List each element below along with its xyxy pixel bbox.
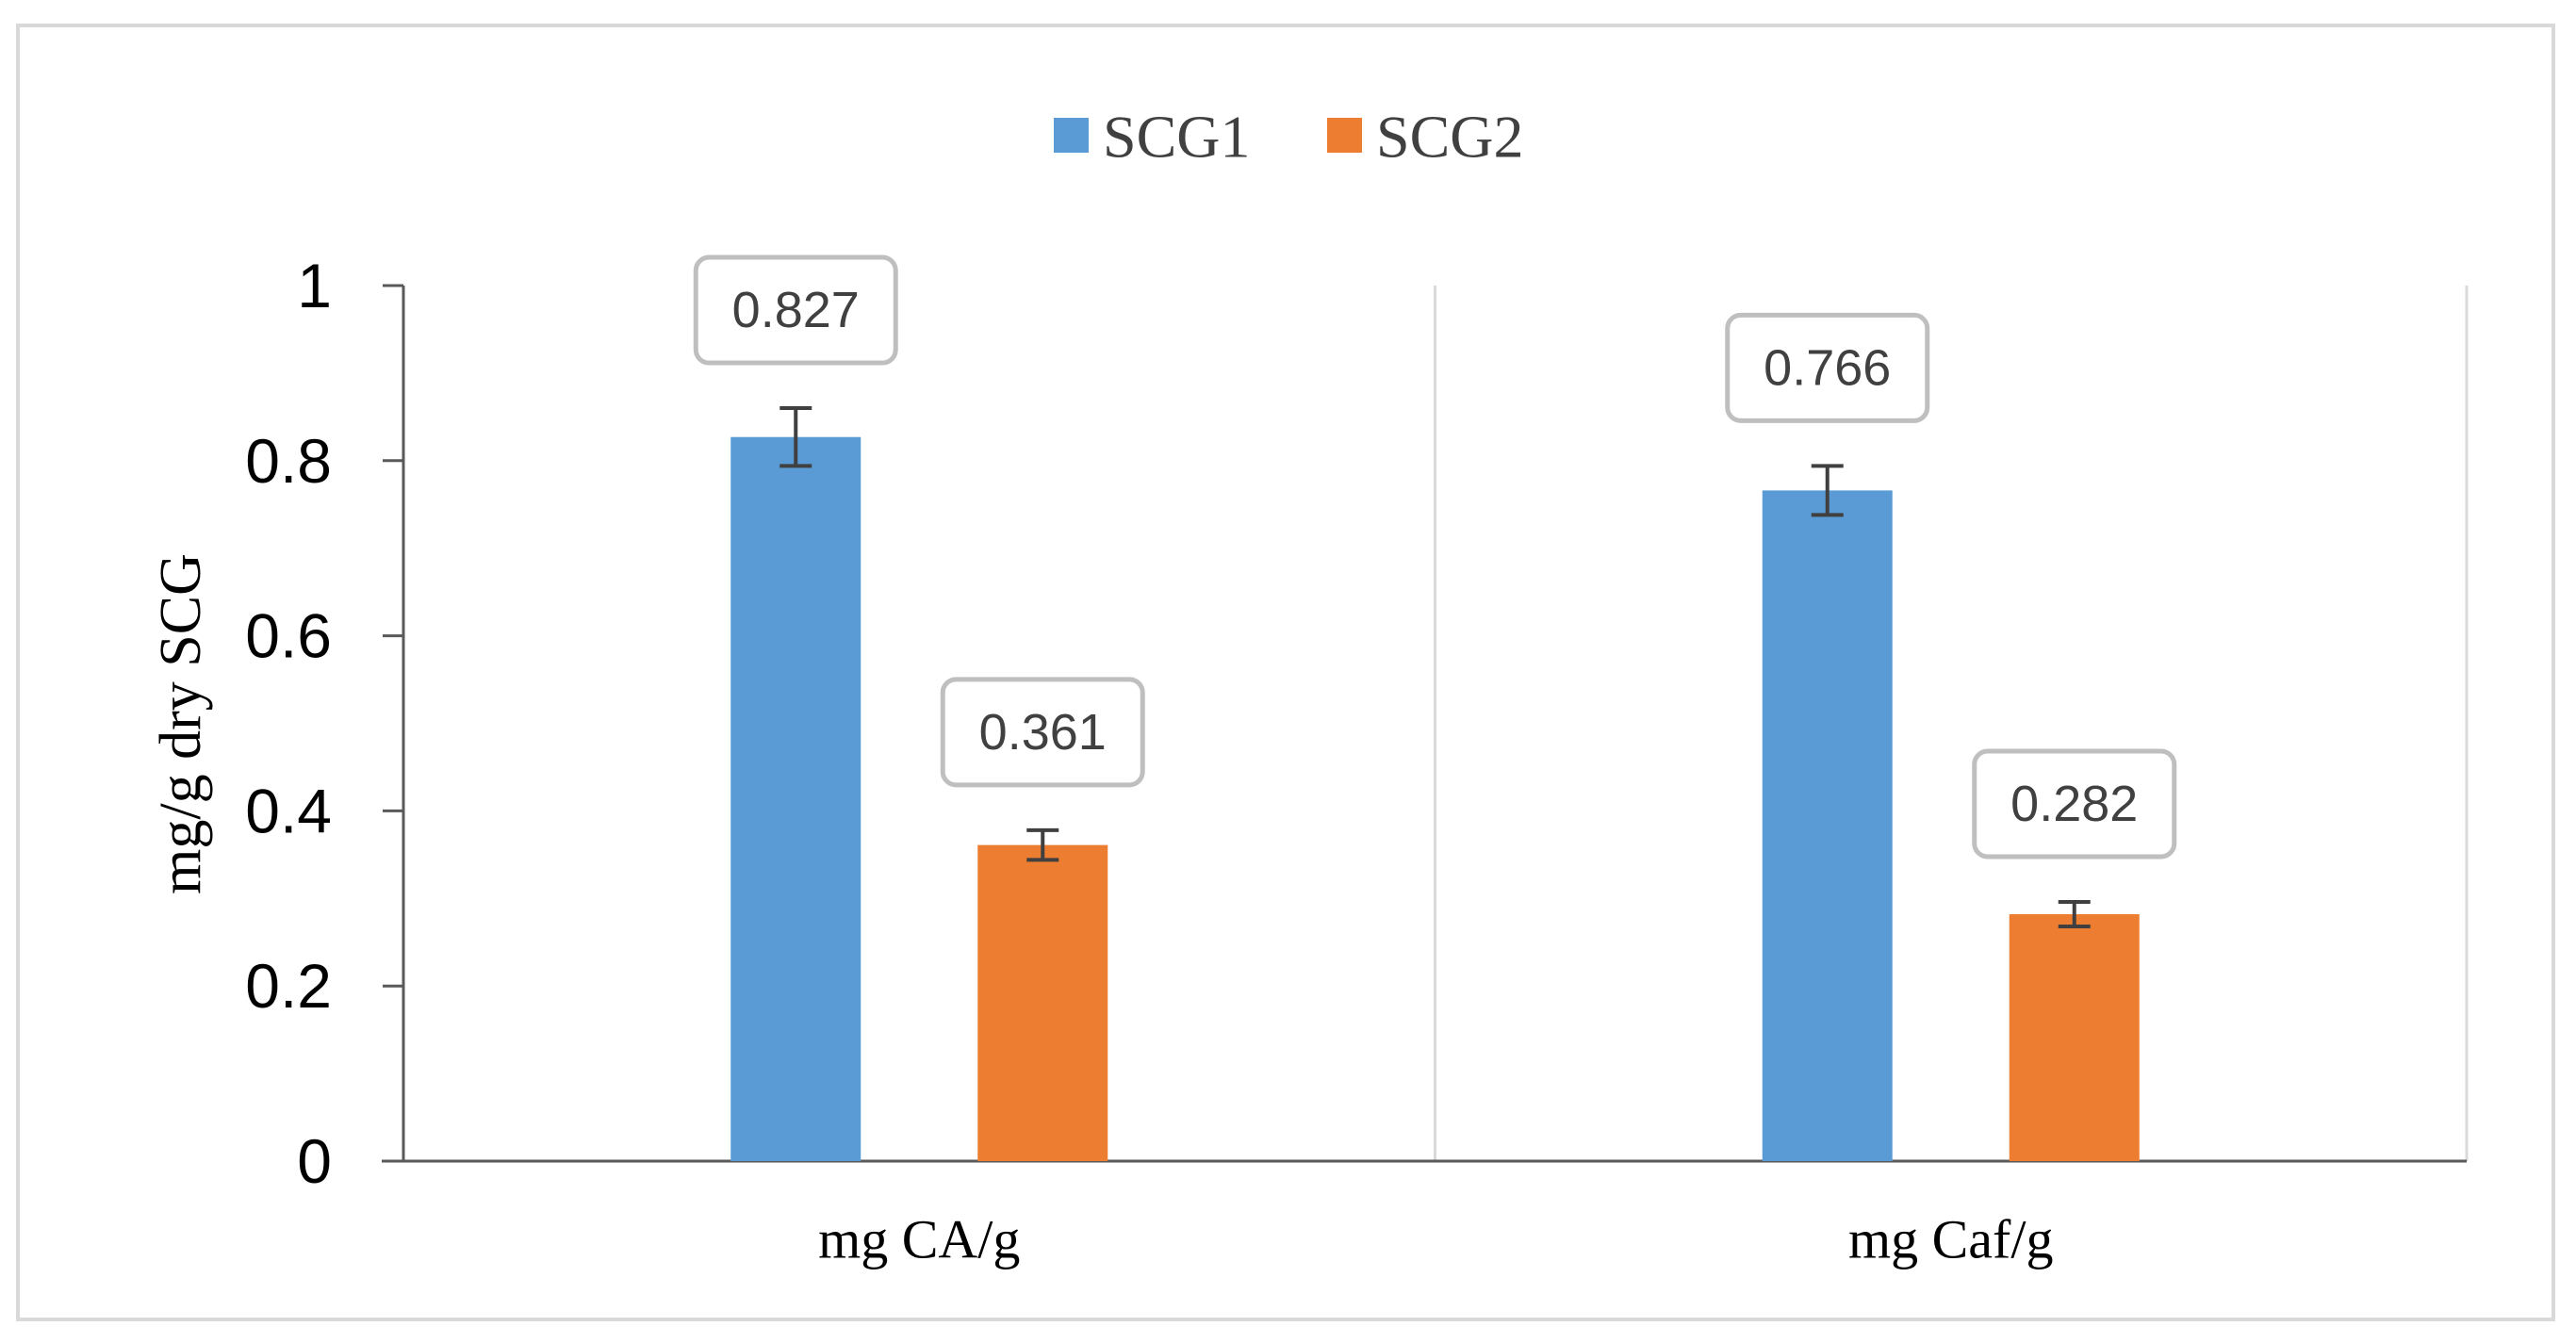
x-tick-label: mg Caf/g bbox=[1848, 1209, 2053, 1270]
y-tick-label: 1 bbox=[297, 251, 332, 320]
chart-frame bbox=[16, 24, 2555, 1321]
data-label: 0.282 bbox=[2010, 776, 2138, 832]
bar-scg1 bbox=[1762, 490, 1893, 1161]
legend-label-scg1: SCG1 bbox=[1103, 104, 1251, 171]
data-label: 0.361 bbox=[979, 704, 1107, 761]
bar-scg1 bbox=[730, 436, 861, 1161]
legend-swatch-scg2 bbox=[1327, 118, 1362, 153]
legend-swatch-scg1 bbox=[1054, 118, 1089, 153]
y-tick-label: 0.4 bbox=[245, 776, 332, 845]
data-label: 0.827 bbox=[732, 282, 860, 338]
data-label-box bbox=[940, 677, 1145, 788]
data-label: 0.766 bbox=[1764, 339, 1891, 396]
y-tick-label: 0.2 bbox=[245, 951, 332, 1021]
y-axis-label: mg/g dry SCG bbox=[149, 553, 213, 894]
bar-scg2 bbox=[977, 844, 1108, 1161]
y-tick-label: 0 bbox=[297, 1126, 332, 1196]
x-tick-label: mg CA/g bbox=[818, 1209, 1020, 1270]
plot-area: 0 0.2 0.4 0.6 0.8 1 0.827 0.766 0.361 0.282 mg CA/… bbox=[245, 251, 2469, 1270]
y-tick-label: 0.8 bbox=[245, 426, 332, 496]
legend-label-scg2: SCG2 bbox=[1376, 104, 1524, 171]
bar-scg2 bbox=[2009, 914, 2140, 1161]
y-tick-label: 0.6 bbox=[245, 601, 332, 671]
legend: SCG1 SCG2 bbox=[1054, 104, 1524, 171]
data-label-box bbox=[1725, 312, 1930, 423]
data-label-box bbox=[1972, 748, 2177, 860]
data-label-box bbox=[693, 254, 898, 366]
